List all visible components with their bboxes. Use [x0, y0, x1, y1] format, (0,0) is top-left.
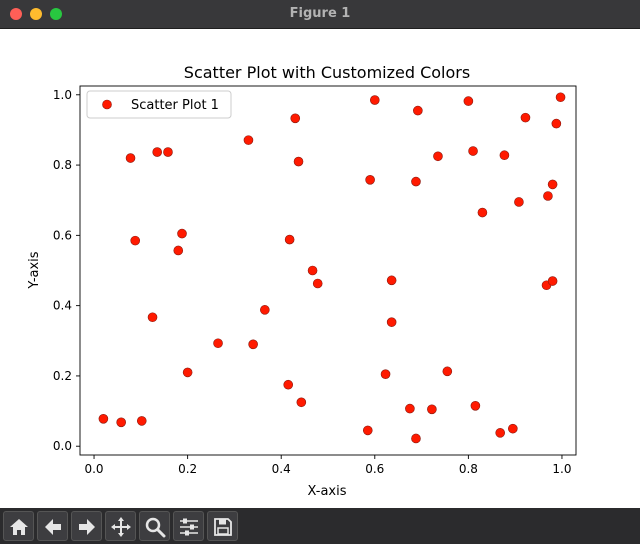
scatter-point	[411, 176, 421, 187]
scatter-point	[177, 228, 187, 239]
zoom-icon	[145, 517, 166, 538]
close-window-button[interactable]	[10, 8, 22, 20]
scatter-chart: Scatter Plot with Customized Colors 0.0 0…	[27, 63, 577, 499]
scatter-point	[413, 105, 423, 116]
x-axis-label: X-axis	[308, 484, 347, 499]
y-tick-label: 0.2	[53, 369, 72, 383]
scatter-point	[307, 265, 318, 276]
scatter-point	[369, 95, 380, 105]
maximize-window-button[interactable]	[50, 8, 62, 20]
forward-arrow-icon	[79, 519, 95, 535]
scatter-points	[98, 92, 566, 444]
scatter-point	[130, 235, 141, 246]
scatter-point	[495, 428, 505, 438]
legend-marker	[102, 99, 112, 110]
scatter-point	[477, 207, 488, 218]
scatter-point	[284, 234, 295, 245]
plot-area	[79, 85, 577, 456]
scatter-point	[116, 417, 126, 428]
navigation-toolbar	[0, 508, 640, 544]
x-tick-label: 0.2	[178, 462, 197, 476]
configure-subplots-icon	[180, 518, 198, 536]
y-tick-label: 0.6	[53, 228, 72, 242]
scatter-point	[547, 179, 558, 190]
minimize-window-button[interactable]	[30, 8, 42, 20]
scatter-point	[427, 404, 437, 415]
scatter-point	[386, 275, 397, 286]
y-tick-label: 1.0	[53, 88, 72, 102]
home-button[interactable]	[3, 511, 34, 541]
scatter-point	[386, 317, 397, 327]
scatter-point	[547, 276, 558, 286]
y-tick-label: 0.8	[53, 158, 72, 172]
scatter-point	[380, 369, 391, 379]
x-tick-label: 0.8	[459, 462, 478, 476]
window-titlebar: Figure 1	[0, 0, 640, 29]
figure-canvas: Scatter Plot with Customized Colors 0.0 0…	[0, 29, 640, 508]
scatter-point	[362, 425, 373, 436]
scatter-point	[163, 147, 173, 157]
scatter-point	[293, 156, 304, 167]
chart-title: Scatter Plot with Customized Colors	[184, 63, 470, 82]
scatter-point	[543, 191, 553, 201]
y-axis-label: Y-axis	[27, 251, 42, 289]
configure-subplots-button[interactable]	[173, 511, 204, 541]
scatter-point	[125, 153, 136, 163]
scatter-point	[508, 423, 518, 434]
scatter-point	[433, 151, 443, 162]
scatter-point	[411, 433, 421, 444]
x-tick-label: 0.0	[84, 462, 103, 476]
scatter-point	[290, 113, 301, 124]
scatter-point	[147, 312, 158, 323]
scatter-point	[248, 339, 258, 350]
scatter-point	[520, 112, 531, 123]
save-button[interactable]	[207, 511, 238, 541]
scatter-point	[213, 338, 223, 349]
scatter-point	[312, 278, 323, 289]
home-icon	[10, 519, 28, 535]
legend-box	[86, 90, 232, 119]
window-title: Figure 1	[289, 6, 351, 21]
scatter-point	[152, 147, 163, 157]
scatter-point	[296, 397, 307, 408]
scatter-point	[463, 96, 474, 106]
back-button[interactable]	[37, 511, 68, 541]
scatter-point	[555, 92, 566, 103]
scatter-point	[182, 367, 193, 378]
pan-button[interactable]	[105, 511, 136, 541]
forward-button[interactable]	[71, 511, 102, 541]
back-arrow-icon	[45, 519, 61, 535]
scatter-point	[365, 175, 375, 185]
x-tick-label: 0.6	[365, 462, 384, 476]
save-icon	[214, 518, 232, 536]
scatter-point	[283, 379, 294, 390]
scatter-point	[551, 118, 562, 129]
pan-icon	[111, 517, 131, 537]
scatter-point	[499, 150, 510, 161]
scatter-point	[243, 135, 254, 145]
y-axis-ticks: 0.0 0.2 0.4 0.6 0.8 1.0	[53, 88, 80, 453]
zoom-button[interactable]	[139, 511, 170, 541]
scatter-point	[98, 414, 109, 424]
legend-label: Scatter Plot 1	[131, 98, 219, 113]
scatter-point	[173, 245, 184, 256]
x-tick-label: 0.4	[272, 462, 291, 476]
scatter-point	[514, 197, 524, 207]
scatter-point	[136, 416, 147, 426]
scatter-point	[442, 366, 453, 377]
scatter-point	[260, 305, 270, 315]
x-tick-label: 1.0	[552, 462, 571, 476]
y-tick-label: 0.0	[53, 439, 72, 453]
scatter-point	[405, 403, 415, 414]
scatter-point	[468, 146, 478, 156]
legend: Scatter Plot 1	[86, 90, 232, 119]
x-axis-ticks: 0.0 0.2 0.4 0.6 0.8 1.0	[84, 455, 572, 476]
y-tick-label: 0.4	[53, 299, 72, 313]
scatter-point	[470, 400, 481, 411]
